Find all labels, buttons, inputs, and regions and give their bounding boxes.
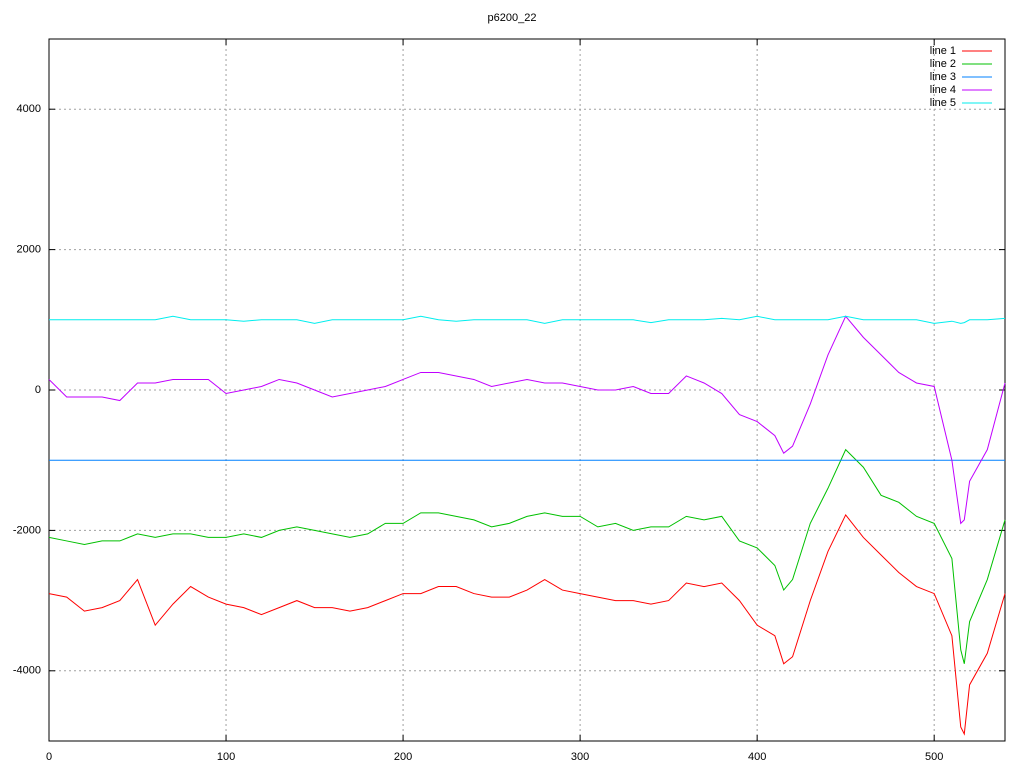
x-tick-label: 300: [571, 751, 589, 763]
y-tick-label: 4000: [17, 103, 41, 115]
chart-title: p6200_22: [488, 12, 537, 24]
legend-label: line 1: [930, 45, 956, 57]
y-tick-label: -4000: [13, 665, 41, 677]
x-tick-label: 400: [748, 751, 766, 763]
data-line: [48, 448, 1006, 664]
y-tick-label: -2000: [13, 524, 41, 536]
data-line: [49, 315, 1006, 324]
y-tick-label: 2000: [17, 244, 41, 256]
x-tick-label: 500: [925, 751, 943, 763]
y-tick-label: 0: [35, 384, 41, 396]
data-line: [48, 514, 1006, 736]
x-tick-label: 0: [46, 751, 52, 763]
legend-label: line 4: [930, 84, 956, 96]
legend-label: line 2: [930, 58, 956, 70]
legend-label: line 5: [930, 97, 956, 109]
legend-label: line 3: [930, 71, 956, 83]
data-line: [48, 315, 1006, 525]
plot-frame: [48, 38, 1006, 742]
x-tick-label: 100: [217, 751, 235, 763]
x-tick-label: 200: [394, 751, 412, 763]
